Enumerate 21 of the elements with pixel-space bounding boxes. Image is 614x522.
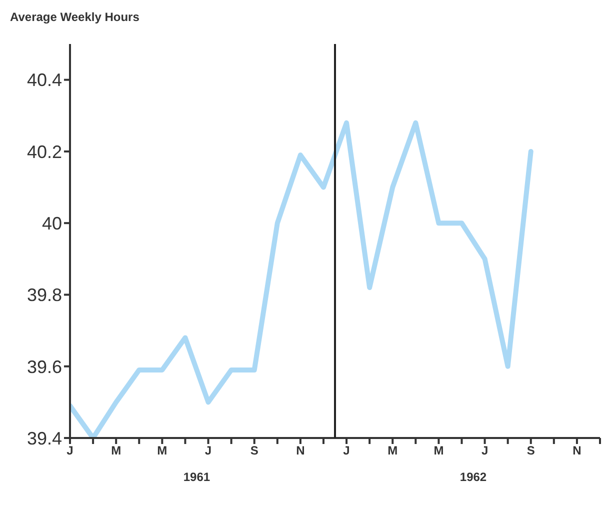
text: 1961 <box>182 470 212 484</box>
y-tick-label: 40.2 <box>26 142 62 162</box>
x-tick-label: J <box>66 444 74 458</box>
x-tick-label: J <box>204 444 212 458</box>
x-tick-label: J <box>481 444 488 458</box>
y-axis-title: Average Weekly Hours <box>10 10 140 24</box>
y-tick-label: 40.4 <box>26 70 62 90</box>
x-tick-label: N <box>572 444 582 458</box>
x-tick-label: M <box>388 444 398 458</box>
x-tick-label: S <box>250 444 258 458</box>
y-tick-label: 39.6 <box>26 356 62 377</box>
x-tick-label: J <box>343 444 350 458</box>
y-tick-label: 40 <box>42 213 62 234</box>
x-tick-label: M <box>157 444 168 458</box>
x-tick-label: S <box>526 444 535 458</box>
text: 1962 <box>458 470 488 484</box>
x-tick-label: M <box>111 444 122 458</box>
y-tick-label: 39.8 <box>26 285 62 306</box>
x-tick-label: N <box>296 444 305 458</box>
x-tick-label: M <box>434 444 444 458</box>
y-tick-label: 39.4 <box>26 428 62 448</box>
